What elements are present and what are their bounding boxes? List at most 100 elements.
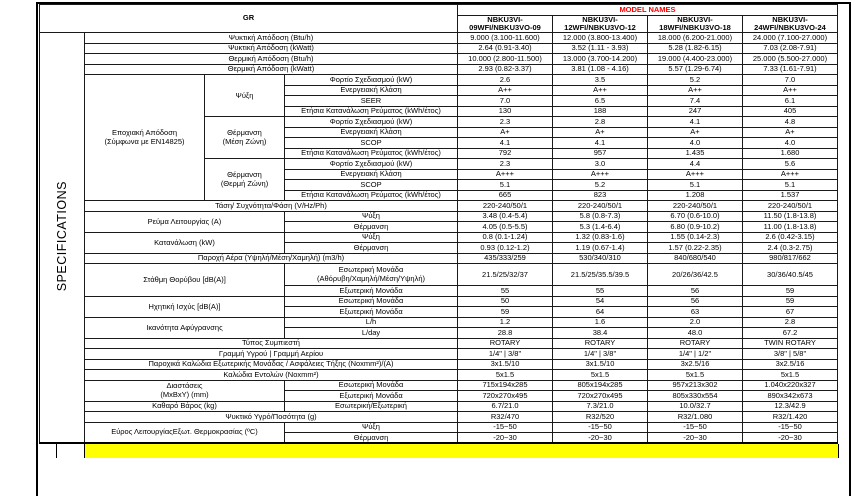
table-row: Θερμική Απόδοση (kWatt) 2.93 (0.82-3.37) 3… xyxy=(40,63,838,76)
table-row: Καθαρό Βάρος (kg) Εσωτερική/Εξωτερική 6.7/… xyxy=(40,400,838,413)
spec-value-cell: 4.1 xyxy=(647,116,743,128)
spec-value-cell: 720x270x495 xyxy=(552,390,648,402)
table-row: Θερμική Απόδοση (Btu/h) 10.000 (2.800-11.… xyxy=(40,53,838,65)
spec-value-cell: 792 xyxy=(457,147,553,160)
spec-value-cell: 59 xyxy=(742,295,838,308)
spec-value-cell: 188 xyxy=(552,105,648,118)
table-row: Κατανάλωση (kW) Ψύξη 0.8 (0.1-1.24) 1.32 (0… xyxy=(40,231,838,254)
spec-subrow-label: Φορτίο Σχεδιασμού (kW) xyxy=(284,158,458,170)
spec-value-cell: 957 xyxy=(552,147,648,160)
spec-subrow-label: Εξωτερική Μονάδα xyxy=(284,390,458,402)
spec-subrow-label: Φορτίο Σχεδιασμού (kW) xyxy=(284,74,458,86)
spec-value-cell: 21.5/25/32/37 xyxy=(457,263,553,287)
spec-subrow-label: Ενεργειακή Κλάση xyxy=(284,168,458,181)
spec-value-cell: 5.1 xyxy=(457,179,553,191)
spec-value-cell: -15~50 xyxy=(742,421,838,434)
spec-value-cell: 3.48 (0.4-5.4) xyxy=(457,210,553,223)
spec-value-cell: 20/26/36/42.5 xyxy=(647,263,743,287)
spec-value-cell: 7.3/21.0 xyxy=(552,400,648,413)
spec-value-cell: -15~50 xyxy=(552,421,648,434)
spec-row-label: Θερμική Απόδοση (Btu/h) xyxy=(84,53,458,65)
spec-subrow-label: Ψύξη xyxy=(284,231,458,244)
spec-value-cell: 59 xyxy=(457,306,553,318)
spec-value-cell: 11.50 (1.8-13.8) xyxy=(742,210,838,223)
spec-subrow-label: SCOP xyxy=(284,179,458,191)
spec-value-cell: 12.3/42.9 xyxy=(742,400,838,413)
region-header-cell: GR xyxy=(39,3,458,34)
spec-value-cell: 21.5/25/35.5/39.5 xyxy=(552,263,648,287)
spec-value-cell: 2.0 xyxy=(647,316,743,329)
spec-row-label: Ψυκτική Απόδοση (kWatt) xyxy=(84,42,458,55)
spec-value-cell: 7.03 (2.08-7.91) xyxy=(742,42,838,55)
spec-value-cell: 38.4 xyxy=(552,327,648,339)
spec-value-cell: ROTARY xyxy=(457,337,553,350)
spec-value-cell: 5.2 xyxy=(552,179,648,191)
spec-value-cell: 28.8 xyxy=(457,327,553,339)
spec-value-cell: -20~30 xyxy=(457,432,553,444)
spec-group-label: Ηχητική Ισχύς [dB(A)] xyxy=(84,295,285,318)
spec-value-cell: 2.6 (0.42-3.15) xyxy=(742,231,838,244)
spec-subrow-label: Ετήσια Κατανάλωση Ρεύματος (kWh/έτος) xyxy=(284,147,458,160)
spec-row-label: Τύπος Συμπιεστή xyxy=(84,337,458,350)
model-name-cell: NBKU3VI- 24WFI/NBKU3VO-24 xyxy=(742,14,838,34)
spec-value-cell: 220-240/50/1 xyxy=(647,200,743,212)
table-row: Ψυκτικό Υγρό/Ποσότητα (g) R32/470 R32/520 R… xyxy=(40,411,838,423)
spec-value-cell: 247 xyxy=(647,105,743,118)
spec-value-cell: A+++ xyxy=(552,168,648,181)
spec-group-label: Διαστάσεις (ΜxΒxΥ) (mm) xyxy=(84,379,285,402)
spec-value-cell: 1.680 xyxy=(742,147,838,160)
specifications-table: GR MODEL NAMES NBKU3VI- 09WFI/NBKU3VO-09… xyxy=(39,3,838,445)
spec-group-label: Ρεύμα Λειτουργίας (Α) xyxy=(84,210,285,233)
spec-value-cell: 435/333/259 xyxy=(457,252,553,265)
spec-value-cell: 1.55 (0.14-2.3) xyxy=(647,231,743,244)
table-row: Ενεργειακή Κλάση A+++ A+++ A+++ A+++ xyxy=(40,168,838,181)
spec-value-cell: 1.435 xyxy=(647,147,743,160)
spec-value-cell: 980/817/662 xyxy=(742,252,838,265)
spec-value-cell: TWIN ROTARY xyxy=(742,337,838,350)
spec-value-cell: 1.040x220x327 xyxy=(742,379,838,392)
spec-row-label: Τάση/ Συχνότητα/Φάση (V/Hz/Ph) xyxy=(84,200,458,212)
spec-value-cell: 6.1 xyxy=(742,95,838,107)
spec-row-label: Παροχικά Καλώδια Εξωτερικής Μονάδας / Ασ… xyxy=(84,358,458,371)
spec-value-cell: 5.3 (1.4-6.4) xyxy=(552,221,648,233)
table-row: Παροχή Αέρα (Υψηλή/Μέση/Χαμηλή) (m3/h) 43… xyxy=(40,252,838,265)
spec-subrow-label: Ετήσια Κατανάλωση Ρεύματος (kWh/έτος) xyxy=(284,189,458,202)
specifications-table-wrap: GR MODEL NAMES NBKU3VI- 09WFI/NBKU3VO-09… xyxy=(39,3,839,459)
spec-group-label: Κατανάλωση (kW) xyxy=(84,231,285,254)
spec-value-cell: 130 xyxy=(457,105,553,118)
spec-value-cell: 5.57 (1.29-6.74) xyxy=(647,63,743,76)
spec-value-cell: 665 xyxy=(457,189,553,202)
spec-subrow-label: Ετήσια Κατανάλωση Ρεύματος (kWh/έτος) xyxy=(284,105,458,118)
spec-subrow-label: Ενεργειακή Κλάση xyxy=(284,84,458,97)
spec-value-cell: 4.0 xyxy=(647,137,743,149)
spec-group-label: Ικανότητα Αφύγρανσης xyxy=(84,316,285,339)
spec-table-body: SPECIFICATIONS Ψυκτική Απόδοση (Btu/h) 9.0… xyxy=(39,32,838,444)
specifications-vertical-label: SPECIFICATIONS xyxy=(39,32,85,444)
truncated-cell xyxy=(57,444,85,459)
spec-value-cell: 7.0 xyxy=(457,95,553,107)
spec-value-cell: 840/680/540 xyxy=(647,252,743,265)
spec-value-cell: 5.6 xyxy=(742,158,838,170)
spec-value-cell: A+++ xyxy=(457,168,553,181)
table-row: Ικανότητα Αφύγρανσης L/h 1.2 1.6 2.0 2.8 xyxy=(40,316,838,339)
spec-group-label: Στάθμη Θορύβου [dB(A)] xyxy=(84,263,285,297)
spec-value-cell: 55 xyxy=(457,285,553,297)
spec-value-cell: 0.8 (0.1-1.24) xyxy=(457,231,553,244)
spec-value-cell: 7.33 (1.61-7.91) xyxy=(742,63,838,76)
spec-value-cell: 1.19 (0.67-1.4) xyxy=(552,242,648,254)
spec-value-cell: 3x1.5/10 xyxy=(457,358,553,371)
spec-value-cell: 63 xyxy=(647,306,743,318)
spec-value-cell: 5x1.5 xyxy=(647,369,743,381)
table-row: Γραμμή Υγρού | Γραμμή Αερίου 1/4" | 3/8" 1… xyxy=(40,348,838,360)
table-row: SCOP 4.1 4.1 4.0 4.0 xyxy=(40,137,838,149)
spec-subrow-label: Ενεργειακή Κλάση xyxy=(284,126,458,139)
highlighted-truncated-cell xyxy=(85,444,839,459)
spec-value-cell: 1/4" | 3/8" xyxy=(457,348,553,360)
spec-value-cell: R32/520 xyxy=(552,411,648,423)
spec-value-cell: 56 xyxy=(647,285,743,297)
spec-group-label: Καθαρό Βάρος (kg) xyxy=(84,400,285,413)
table-row: Ετήσια Κατανάλωση Ρεύματος (kWh/έτος) 792… xyxy=(40,147,838,160)
spec-value-cell: 67 xyxy=(742,306,838,318)
spec-subgroup-label: Θέρμανση (Θερμή Ζώνη) xyxy=(204,158,285,202)
spec-subrow-label: Θέρμανση xyxy=(284,242,458,254)
